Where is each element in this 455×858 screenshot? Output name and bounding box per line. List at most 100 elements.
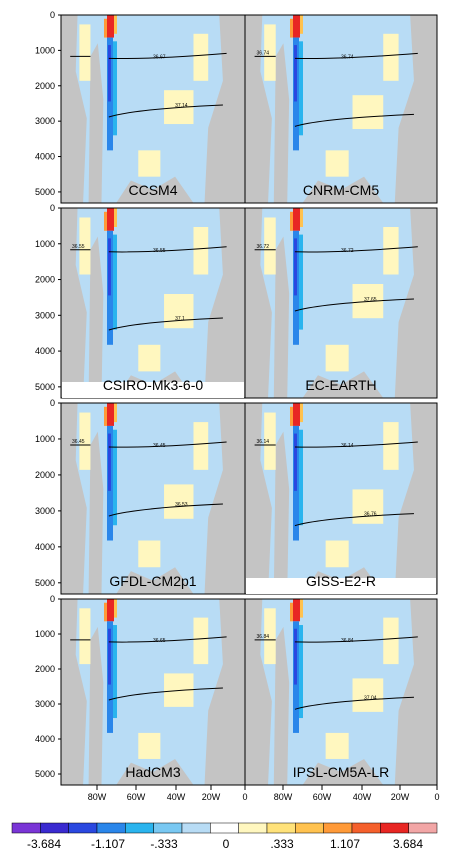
colorbar-swatch [266,822,296,834]
contour-label: 37.1 [175,316,185,322]
warm-core [114,403,117,423]
contour-line [254,246,418,253]
positive-anomaly [138,732,161,759]
land-right [204,403,245,594]
contour-label: 36.53 [175,502,188,508]
y-tick-label: 3000 [35,116,55,126]
cold-column [299,625,303,719]
model-label: CNRM-CM5 [303,182,379,198]
land-left [245,15,272,203]
panel-ipsl-cm5a-lr: 36.84 36.84 37.04 IPSL-CM5A-LR [244,598,438,786]
warm-core [104,211,107,231]
model-label: IPSL-CM5A-LR [293,764,389,780]
colorbar-label: 1.107 [330,837,360,851]
colorbar-swatch [210,822,239,834]
colorbar-label: 3.684 [393,837,423,851]
positive-anomaly [352,95,384,130]
no-data-strip [246,578,436,594]
y-tick-label: 5000 [35,382,55,392]
land-left [245,403,272,594]
positive-anomaly [352,678,384,712]
land-ridge [88,43,104,204]
y-tick-label: 1000 [35,629,55,639]
positive-anomaly [264,24,276,81]
positive-anomaly [264,608,276,665]
panel-frame [244,598,438,786]
positive-anomaly [264,217,276,275]
contour-line [294,513,414,527]
y-tick-label: 4000 [35,734,55,744]
y-tick-label: 1000 [35,434,55,444]
colorbar-swatch [11,822,41,834]
positive-anomaly [383,227,399,275]
cold-column [113,429,117,526]
panel-giss-e2-r: 36.14 36.14 36.76 GISS-E2-R [244,402,438,595]
positive-anomaly [325,344,349,372]
positive-anomaly [193,422,209,470]
land-right [394,403,437,594]
seafloor [302,176,384,203]
land-right [204,208,245,398]
contour-label: 37.04 [364,695,377,701]
cold-column [113,625,117,719]
contour-label: 36.55 [153,248,166,254]
land-right [204,15,245,203]
cold-column [113,41,117,136]
contour-line [108,503,223,517]
y-tick-label: 3000 [35,506,55,516]
colorbar-swatch [96,822,126,834]
colorbar-swatch [153,822,183,834]
contour-label: 36.72 [257,244,270,250]
land-right [204,599,245,785]
seafloor [302,371,384,398]
colorbar: -3.684 -1.107 -.333 0 .333 1.107 3.684 [11,822,438,851]
cold-column [108,238,111,296]
warm-core [107,403,114,426]
colorbar-swatch [408,822,438,834]
warm-core [293,15,300,38]
contour-line [294,113,414,127]
y-tick-label: 4000 [35,346,55,356]
colorbar-swatch [351,822,381,834]
land-ridge [273,236,290,398]
colorbar-label: .333 [270,837,294,851]
y-tick-label: 0 [50,10,55,20]
warm-core [114,208,117,227]
contour-label: 36.55 [72,244,85,250]
seafloor [116,176,194,203]
contour-line [294,696,414,710]
colorbar-swatch [295,822,324,834]
cold-column [108,45,111,102]
contour-label: 36.76 [364,512,377,518]
cold-column [294,433,297,491]
y-tick-label: 2000 [35,275,55,285]
contour-label: 36.84 [341,638,354,644]
cold-column [108,628,111,685]
land-ridge [273,43,290,204]
contour-line [254,52,418,59]
cold-column [299,429,303,526]
positive-anomaly [138,540,161,568]
contour-label: 36.72 [341,248,354,254]
warm-core [300,599,303,618]
warm-core [104,406,107,426]
contour-line [108,104,223,118]
positive-anomaly [79,24,91,81]
positive-anomaly [164,484,194,519]
cold-column [294,628,297,685]
contour-line [108,317,223,331]
contour-label: 37.14 [175,103,188,109]
positive-anomaly [79,217,91,275]
panel-gfdl-cm2p1: 36.45 36.45 36.53 GFDL-CM2p1 [60,402,246,595]
positive-anomaly [138,150,161,177]
warm-core [290,602,293,622]
warm-core [107,15,114,38]
cold-column [299,234,303,330]
positive-anomaly [193,227,209,275]
y-tick-label: 0 [50,398,55,408]
land-left [245,208,272,398]
positive-anomaly [325,732,349,759]
warm-core [300,403,303,423]
model-label: GISS-E2-R [306,573,376,589]
cold-column [294,45,297,102]
